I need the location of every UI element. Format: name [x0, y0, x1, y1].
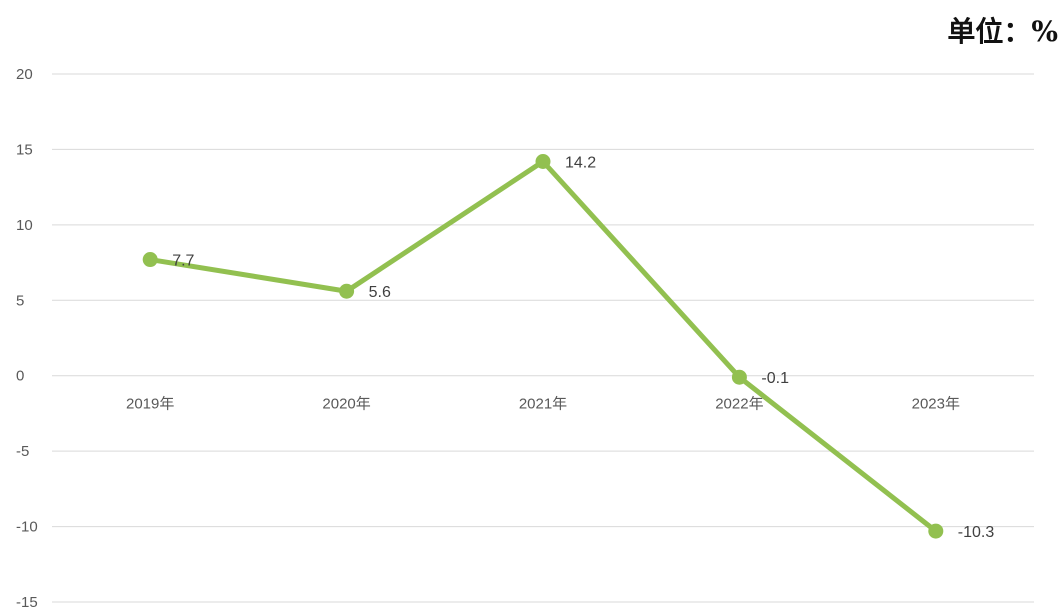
data-label: 14.2 [565, 154, 596, 171]
x-tick-label: 2021年 [519, 396, 567, 413]
series-polyline [147, 158, 939, 534]
y-tick-label: 5 [16, 292, 24, 309]
data-labels: 7.7 5.6 14.2 -0.1 -10.3 [172, 154, 994, 541]
y-tick-label: 15 [16, 141, 33, 158]
gridlines [52, 73, 1034, 603]
y-axis-ticks: 20 15 10 5 0 -5 -10 -15 [16, 66, 38, 610]
data-label: 5.6 [369, 284, 391, 301]
data-points [142, 153, 944, 539]
y-tick-label: -15 [16, 594, 38, 610]
data-point [142, 252, 158, 268]
series-line [147, 158, 939, 534]
x-tick-label: 2019年 [126, 396, 174, 413]
data-point [339, 283, 355, 299]
y-tick-label: -10 [16, 519, 38, 536]
data-point [731, 369, 747, 385]
data-point [928, 523, 944, 539]
x-axis-ticks: 2019年 2020年 2021年 2022年 2023年 [126, 396, 960, 413]
data-label: 7.7 [172, 253, 194, 270]
y-tick-label: 10 [16, 217, 33, 234]
y-tick-label: -5 [16, 443, 29, 460]
y-tick-label: 20 [16, 66, 33, 83]
data-label: -10.3 [958, 524, 995, 541]
data-label: -0.1 [761, 370, 789, 387]
x-tick-label: 2023年 [912, 396, 960, 413]
unit-label: 单位：% [947, 15, 1058, 48]
x-tick-label: 2020年 [322, 396, 370, 413]
y-tick-label: 0 [16, 368, 24, 385]
x-tick-label: 2022年 [715, 396, 763, 413]
data-point [535, 153, 551, 169]
